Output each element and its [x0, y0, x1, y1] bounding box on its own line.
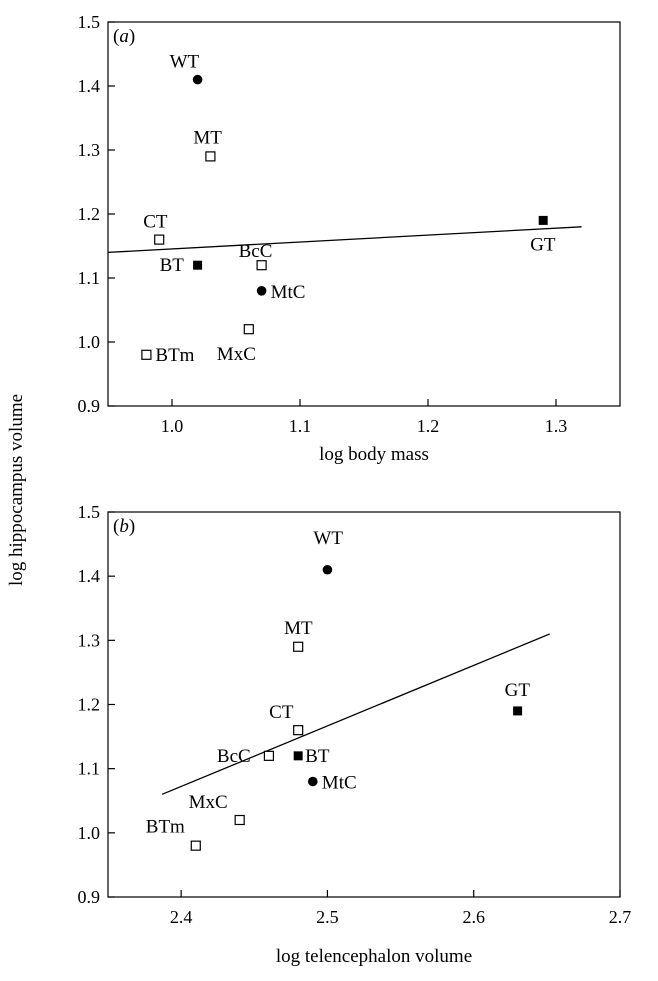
- point-label-ct: CT: [143, 212, 168, 233]
- point-label-mt: MT: [193, 127, 222, 148]
- x-axis-label: log telencephalon volume: [276, 946, 472, 967]
- regression-line: [161, 633, 551, 795]
- point-label-gt: GT: [505, 680, 531, 701]
- data-point-btm: [141, 349, 152, 360]
- y-tick-label: 1.2: [78, 695, 101, 715]
- y-tick-label: 0.9: [78, 396, 101, 416]
- y-tick-label: 1.3: [78, 140, 101, 160]
- panel-a-chart: 0.9 1.0 1.1 1.2 1.3 1.4 1.5 1.0 1.1 1.2 1.3 (a) log …: [78, 12, 621, 465]
- x-tick-label: 1.2: [417, 416, 440, 436]
- data-point-ct: [154, 234, 165, 245]
- y-tick-label: 1.4: [78, 76, 101, 96]
- data-point-gt: [513, 706, 523, 716]
- point-label-mxc: MxC: [189, 792, 228, 813]
- y-tick-label: 1.0: [78, 332, 101, 352]
- point-label-btm: BTm: [146, 817, 185, 838]
- data-point-btm: [190, 840, 201, 851]
- data-point-gt: [538, 215, 548, 225]
- x-axis-label: log body mass: [319, 444, 429, 465]
- panel-label: (b): [113, 516, 135, 537]
- regression-line: [107, 226, 582, 254]
- data-point-wt: [192, 74, 203, 85]
- data-point-bt: [193, 260, 203, 270]
- y-tick-label: 1.5: [78, 12, 101, 32]
- data-point-mt: [293, 641, 304, 652]
- x-tick-label: 2.4: [170, 907, 193, 927]
- point-label-mt: MT: [284, 618, 313, 639]
- x-tick-label: 2.6: [462, 907, 485, 927]
- point-label-mtc: MtC: [271, 282, 306, 303]
- panel-label: (a): [113, 26, 135, 47]
- plot-frame: [107, 511, 621, 898]
- data-point-bcc: [263, 750, 275, 761]
- data-point-mxc: [234, 814, 245, 826]
- data-point-bcc: [256, 260, 267, 271]
- point-label-bcc: BcC: [239, 241, 273, 262]
- y-tick-label: 1.0: [78, 823, 101, 843]
- data-point-ct: [293, 725, 304, 736]
- x-tick-label: 1.3: [545, 416, 568, 436]
- data-point-wt: [322, 564, 333, 575]
- point-label-ct: CT: [269, 702, 294, 723]
- y-tick-label: 1.3: [78, 630, 101, 650]
- x-tick-label: 1.0: [161, 416, 184, 436]
- y-tick-label: 1.1: [78, 759, 101, 779]
- point-label-wt: WT: [313, 528, 343, 549]
- point-label-wt: WT: [170, 52, 200, 73]
- x-tick-label: 2.5: [316, 907, 339, 927]
- point-label-bcc: BcC: [217, 746, 251, 767]
- x-tick-label: 2.7: [609, 907, 632, 927]
- data-point-bt: [293, 751, 303, 761]
- y-tick-label: 1.5: [78, 502, 101, 522]
- data-point-mtc: [256, 286, 267, 296]
- point-label-bt: BT: [160, 255, 185, 276]
- data-point-mxc: [243, 324, 254, 335]
- point-label-gt: GT: [530, 234, 556, 255]
- y-tick-label: 0.9: [78, 887, 101, 907]
- data-point-mt: [205, 151, 216, 162]
- x-tick-label: 1.1: [289, 416, 312, 436]
- y-tick-label: 1.1: [78, 268, 101, 288]
- y-tick-label: 1.4: [78, 566, 101, 586]
- point-label-bt: BT: [305, 746, 330, 767]
- point-label-mxc: MxC: [217, 344, 256, 365]
- data-point-mtc: [308, 776, 318, 787]
- y-tick-label: 1.2: [78, 204, 101, 224]
- panel-b-chart: 0.9 1.0 1.1 1.2 1.3 1.4 1.5 2.4 2.5 2.6 2.7 (b) log …: [78, 502, 632, 967]
- shared-y-axis-label: log hippocampus volume: [6, 394, 27, 586]
- point-label-btm: BTm: [155, 345, 194, 366]
- point-label-mtc: MtC: [322, 773, 357, 794]
